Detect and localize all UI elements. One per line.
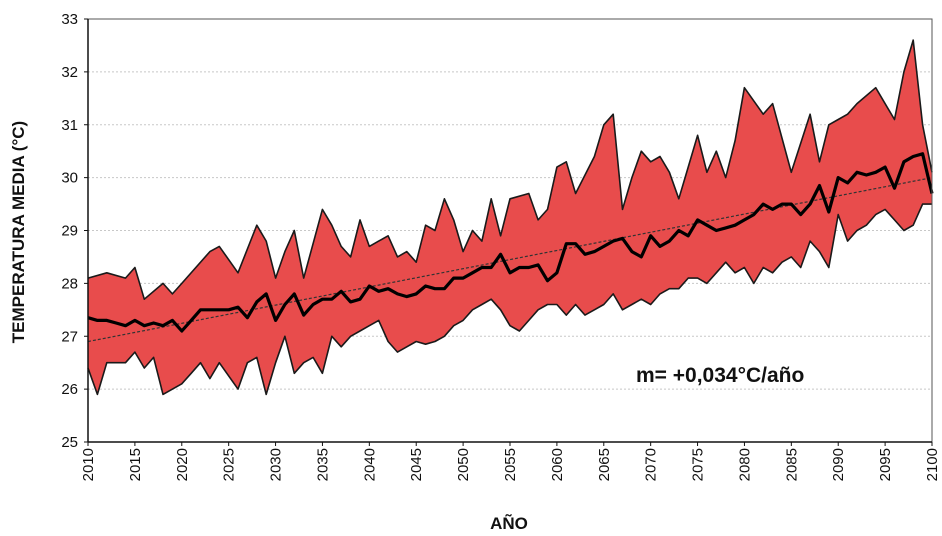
x-tick-label: 2075	[690, 448, 707, 481]
x-tick-label: 2030	[268, 448, 285, 481]
x-tick-label: 2020	[174, 448, 191, 481]
y-tick-label: 30	[61, 170, 78, 187]
y-tick-label: 26	[61, 381, 78, 398]
x-tick-label: 2035	[314, 448, 331, 481]
x-tick-label: 2060	[549, 448, 566, 481]
x-tick-label: 2070	[643, 448, 660, 481]
y-tick-label: 27	[61, 328, 78, 345]
mean-line	[87, 152, 934, 333]
x-tick-label: 2040	[361, 448, 378, 481]
x-tick-labels: 2010 2015 2020 2025 2030 2035 2040 2045 2050 2055…	[80, 442, 941, 481]
range-band-fill	[88, 40, 932, 395]
y-tick-label: 25	[61, 434, 78, 451]
x-tick-label: 2095	[877, 448, 894, 481]
x-tick-label: 2050	[455, 448, 472, 481]
y-tick-label: 32	[61, 64, 78, 81]
y-tick-label: 28	[61, 275, 78, 292]
x-tick-label: 2080	[736, 448, 753, 481]
y-tick-label: 33	[61, 11, 78, 28]
y-axis-title: TEMPERATURA MEDIA (°C)	[9, 121, 28, 343]
range-band	[87, 39, 933, 396]
y-tick-labels: 25 26 27 28 29 30 31 32 33	[61, 11, 88, 451]
x-tick-label: 2010	[80, 448, 97, 481]
upper-bound-line	[87, 39, 933, 301]
y-tick-label: 31	[61, 117, 78, 134]
x-tick-label: 2045	[408, 448, 425, 481]
x-tick-label: 2055	[502, 448, 519, 481]
y-tick-label: 29	[61, 223, 78, 240]
x-tick-label: 2065	[596, 448, 613, 481]
x-tick-label: 2100	[924, 448, 941, 481]
x-axis-title: AÑO	[490, 513, 528, 533]
slope-annotation: m= +0,034°C/año	[636, 364, 804, 387]
x-tick-label: 2090	[830, 448, 847, 481]
mean-temperature-line	[87, 152, 934, 333]
x-tick-label: 2025	[221, 448, 238, 481]
x-tick-label: 2015	[127, 448, 144, 481]
lower-bound-line	[87, 203, 932, 396]
x-tick-label: 2085	[783, 448, 800, 481]
